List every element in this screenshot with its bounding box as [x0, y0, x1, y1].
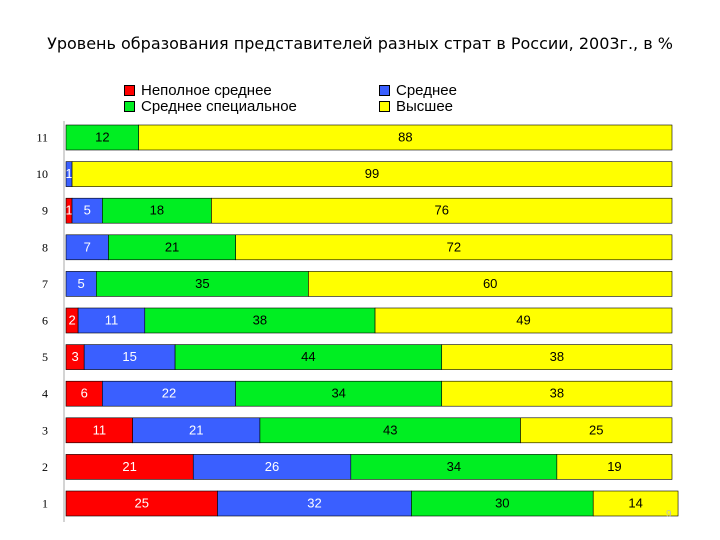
data-label: 14: [628, 496, 642, 511]
legend-item-higher: Высшее: [379, 97, 529, 115]
data-label: 2: [68, 313, 75, 328]
bar-segment: [102, 197, 212, 224]
category-label: 9: [42, 204, 48, 218]
data-label: 34: [331, 386, 345, 401]
bar-segment: [441, 380, 673, 407]
category-label: 10: [36, 167, 48, 181]
bar-segment: [211, 197, 673, 224]
data-label: 38: [550, 349, 564, 364]
data-label: 22: [162, 386, 176, 401]
data-label: 21: [122, 459, 136, 474]
bar-segment: [374, 307, 673, 334]
bar-segment: [65, 417, 133, 444]
legend-item-secondary-special: Среднее специальное: [124, 97, 379, 115]
data-label: 18: [150, 203, 164, 218]
bar-segment: [83, 344, 176, 370]
data-label: 11: [105, 313, 119, 328]
data-label: 32: [307, 496, 321, 511]
data-label: 38: [253, 313, 267, 328]
legend-label: Среднее: [396, 81, 457, 99]
data-label: 11: [93, 422, 107, 437]
bar-segment: [77, 307, 146, 334]
legend: Неполное среднее Среднее Среднее специал…: [124, 81, 544, 115]
data-label: 35: [195, 276, 209, 291]
bar-segment: [411, 490, 594, 517]
bar-segment: [102, 380, 236, 407]
category-label: 8: [42, 240, 48, 254]
data-label: 72: [447, 239, 461, 254]
data-label: 3: [71, 349, 78, 364]
bar-segment: [235, 380, 443, 407]
data-label: 1: [65, 166, 72, 181]
data-label: 30: [495, 496, 509, 511]
data-label: 99: [365, 166, 379, 181]
legend-label: Высшее: [396, 97, 454, 115]
data-label: 7: [84, 239, 91, 254]
bar-segment: [65, 234, 109, 261]
bar-segment: [556, 454, 673, 480]
legend-swatch: [124, 84, 135, 96]
bar-segment: [217, 490, 412, 517]
bar-segment: [65, 454, 194, 480]
data-label: 5: [84, 203, 91, 218]
data-label: 12: [95, 130, 109, 145]
data-label: 1: [65, 203, 72, 218]
category-label: 6: [42, 314, 48, 328]
data-label: 15: [122, 349, 136, 364]
data-label: 44: [301, 349, 315, 364]
bar-segment: [65, 271, 97, 297]
bar-segment: [144, 307, 376, 334]
data-label: 21: [165, 239, 179, 254]
bar-segment: [235, 234, 673, 261]
bar-segment: [71, 197, 103, 224]
bar-segment: [108, 234, 236, 261]
data-label: 6: [81, 386, 88, 401]
bar-segment: [350, 454, 558, 480]
category-label: 1: [42, 497, 48, 511]
category-label: 4: [42, 387, 48, 401]
category-label: 11: [36, 131, 48, 145]
data-label: 38: [550, 386, 564, 401]
category-label: 7: [42, 277, 48, 291]
data-label: 34: [447, 459, 461, 474]
bar-segment: [65, 380, 103, 407]
bar-segment: [259, 417, 521, 444]
legend-item-secondary: Среднее: [379, 81, 529, 99]
category-label: 5: [42, 350, 48, 364]
data-label: 49: [516, 313, 530, 328]
legend-item-incomplete-secondary: Неполное среднее: [124, 81, 379, 99]
bar-segment: [132, 417, 261, 444]
data-label: 25: [589, 422, 603, 437]
data-label: 88: [398, 130, 412, 145]
bar-segment: [65, 124, 140, 151]
bar-segment: [592, 490, 679, 517]
legend-swatch: [124, 100, 135, 112]
legend-label: Среднее специальное: [141, 97, 297, 115]
legend-swatch: [379, 100, 390, 112]
legend-label: Неполное среднее: [141, 81, 272, 99]
bar-segment: [174, 344, 443, 370]
data-label: 26: [265, 459, 279, 474]
page-number: 9: [666, 509, 672, 520]
data-label: 21: [189, 422, 203, 437]
bar-segment: [441, 344, 673, 370]
data-label: 25: [135, 496, 149, 511]
bar-segment: [520, 417, 673, 444]
chart-title: Уровень образования представителей разны…: [47, 34, 673, 53]
bar-segment: [65, 490, 218, 517]
bar-segment: [71, 161, 673, 187]
category-label: 2: [42, 460, 48, 474]
bar-segment: [138, 124, 673, 151]
data-label: 19: [607, 459, 621, 474]
data-label: 5: [78, 276, 85, 291]
data-label: 43: [383, 422, 397, 437]
bar-segment: [308, 271, 673, 297]
category-label: 3: [42, 423, 48, 437]
legend-swatch: [379, 84, 390, 96]
data-label: 76: [434, 203, 448, 218]
bar-segment: [96, 271, 309, 297]
data-label: 60: [483, 276, 497, 291]
